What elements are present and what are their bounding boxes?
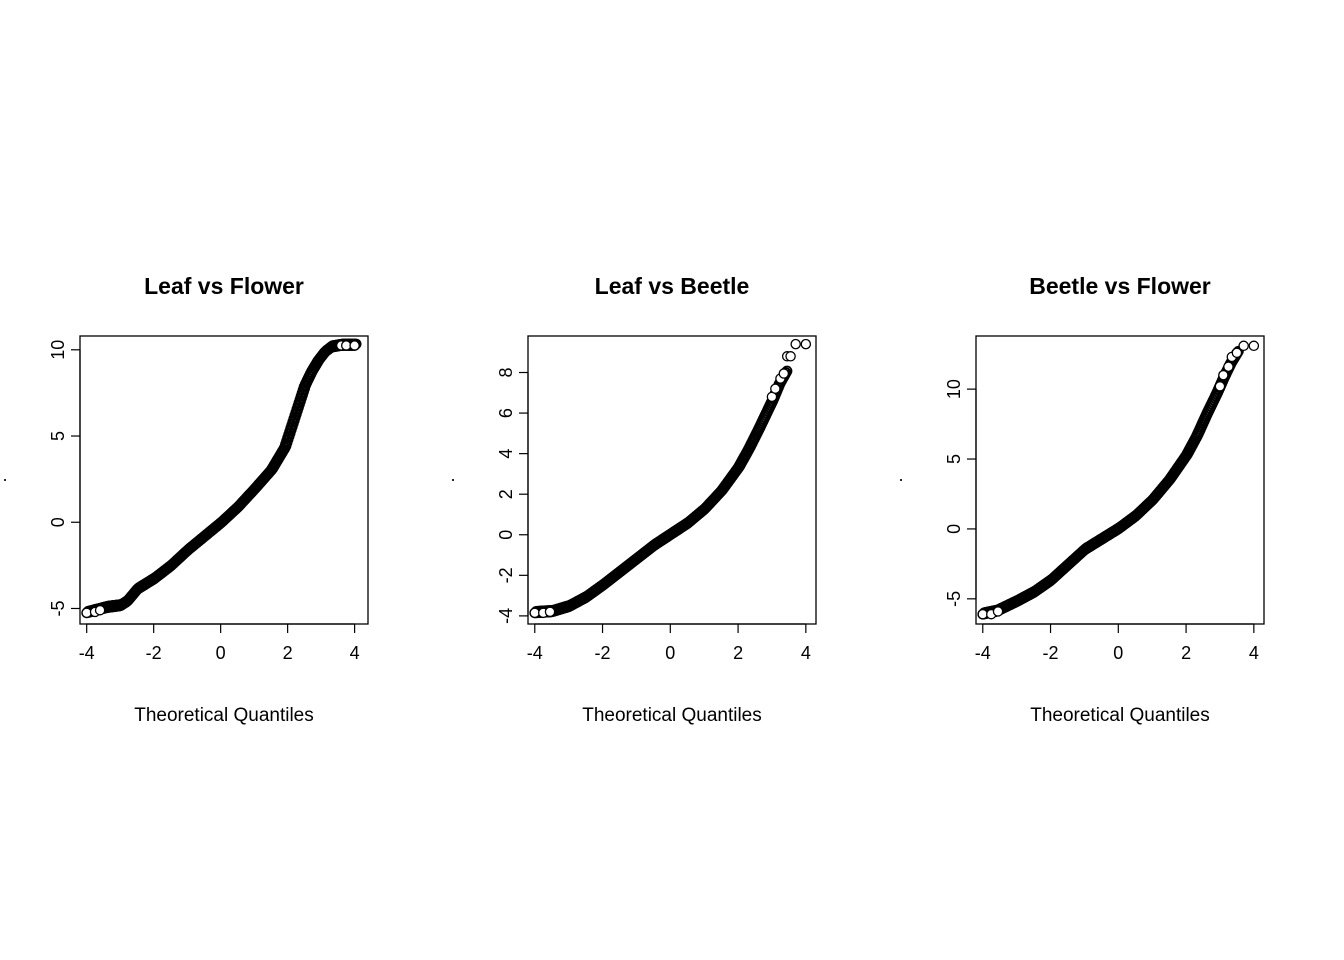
qq-outlier-point	[785, 351, 796, 362]
x-tick-label: -4	[527, 643, 543, 663]
panel-title: Beetle vs Flower	[1029, 273, 1211, 299]
x-tick-label: 4	[801, 643, 811, 663]
x-tick-label: 0	[665, 643, 675, 663]
qq-outlier-point	[770, 383, 781, 394]
qq-panel-leaf-vs-beetle: Leaf vs Beetle -4 -2 0 2 4 -4 -2 0 2 4 6 8 Theoret…	[438, 273, 817, 726]
qq-outlier-point	[94, 604, 106, 616]
y-axis-label: .	[886, 477, 906, 482]
y-tick-label: 8	[496, 367, 516, 377]
x-axis: -4 -2 0 2 4	[79, 623, 360, 663]
x-tick-label: 4	[1249, 643, 1259, 663]
qq-outlier-point	[1218, 369, 1229, 381]
qq-outlier-point	[349, 340, 360, 351]
y-axis: -5 0 5 10	[944, 379, 977, 607]
qq-outlier-point	[1231, 347, 1243, 359]
qq-outlier-point	[800, 338, 812, 350]
panel-title: Leaf vs Flower	[144, 273, 304, 299]
qq-panel-leaf-vs-flower: Leaf vs Flower -4 -2 0 2 4 -5 0 5 10 Theoretica…	[0, 273, 369, 726]
data-points	[529, 338, 812, 619]
y-tick-label: 5	[944, 454, 964, 464]
y-tick-label: -2	[496, 567, 516, 583]
qq-outlier-point	[1238, 340, 1249, 352]
x-tick-label: 2	[1181, 643, 1191, 663]
x-axis-label: Theoretical Quantiles	[582, 705, 762, 726]
qq-outlier-point	[1223, 361, 1234, 373]
qq-outlier-point	[778, 368, 790, 379]
y-axis-label: .	[438, 477, 458, 482]
qq-outlier-point	[1214, 381, 1226, 392]
y-tick-label: 0	[496, 530, 516, 540]
x-tick-label: -2	[1043, 643, 1059, 663]
data-points	[81, 338, 362, 619]
qq-panel-beetle-vs-flower: Beetle vs Flower -4 -2 0 2 4 -5 0 5 10 Theoreti…	[886, 273, 1265, 726]
x-tick-label: -4	[975, 643, 991, 663]
x-tick-label: 2	[283, 643, 293, 663]
qq-outlier-point	[544, 606, 556, 618]
y-axis-label: .	[0, 477, 10, 482]
y-tick-label: 6	[496, 408, 516, 418]
y-tick-label: 4	[496, 449, 516, 459]
plot-frame	[527, 335, 817, 625]
y-tick-label: 0	[48, 517, 68, 527]
x-axis: -4 -2 0 2 4	[975, 623, 1259, 663]
y-tick-label: -4	[496, 608, 516, 624]
panel-title: Leaf vs Beetle	[595, 273, 750, 299]
x-tick-label: 2	[733, 643, 743, 663]
y-axis: -5 0 5 10	[48, 340, 81, 616]
qq-outlier-point	[977, 608, 989, 620]
y-tick-label: 10	[48, 340, 68, 360]
x-tick-label: -2	[146, 643, 162, 663]
plot-frame	[79, 335, 369, 625]
y-tick-label: 10	[944, 379, 964, 399]
qq-outlier-point	[790, 338, 801, 350]
x-axis-label: Theoretical Quantiles	[1030, 705, 1210, 726]
x-tick-label: 0	[216, 643, 226, 663]
x-tick-label: -4	[79, 643, 95, 663]
y-tick-label: 0	[944, 524, 964, 534]
y-tick-label: -5	[944, 591, 964, 607]
qq-outlier-point	[1248, 340, 1260, 352]
y-tick-label: 5	[48, 431, 68, 441]
y-tick-label: 2	[496, 489, 516, 499]
y-axis: -4 -2 0 2 4 6 8	[496, 367, 529, 624]
data-points	[977, 340, 1260, 620]
x-tick-label: 4	[350, 643, 360, 663]
qq-outlier-point	[992, 606, 1004, 617]
x-axis: -4 -2 0 2 4	[527, 623, 811, 663]
qq-outlier-point	[529, 607, 541, 619]
x-axis-label: Theoretical Quantiles	[134, 705, 314, 726]
y-tick-label: -5	[48, 600, 68, 616]
x-tick-label: -2	[595, 643, 611, 663]
x-tick-label: 0	[1113, 643, 1123, 663]
